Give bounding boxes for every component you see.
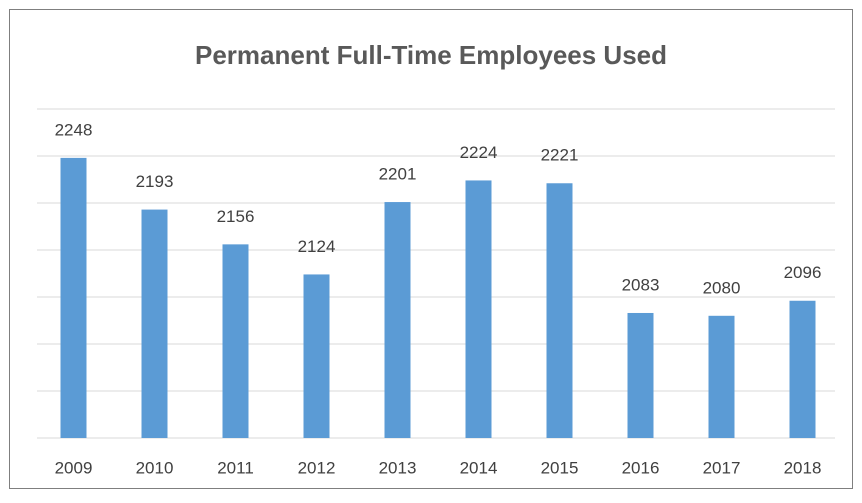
x-tick-label: 2016 bbox=[622, 458, 660, 477]
bar bbox=[222, 244, 249, 438]
data-label: 2193 bbox=[136, 172, 174, 191]
data-label: 2221 bbox=[541, 146, 579, 165]
bar bbox=[303, 274, 330, 438]
x-tick-label: 2018 bbox=[784, 458, 822, 477]
data-label: 2248 bbox=[55, 120, 93, 139]
x-tick-label: 2015 bbox=[541, 458, 579, 477]
bar bbox=[465, 180, 492, 438]
x-tick-label: 2013 bbox=[379, 458, 417, 477]
bar bbox=[60, 157, 87, 438]
bar bbox=[789, 300, 816, 438]
data-label: 2083 bbox=[622, 275, 660, 294]
x-tick-label: 2009 bbox=[55, 458, 93, 477]
data-label: 2096 bbox=[784, 263, 822, 282]
x-tick-label: 2017 bbox=[703, 458, 741, 477]
data-label: 2080 bbox=[703, 278, 741, 297]
data-label: 2124 bbox=[298, 237, 336, 256]
bar bbox=[708, 315, 735, 438]
data-label: 2201 bbox=[379, 165, 417, 184]
chart-title: Permanent Full-Time Employees Used bbox=[195, 40, 667, 70]
data-label: 2156 bbox=[217, 207, 255, 226]
data-label: 2224 bbox=[460, 143, 498, 162]
bar bbox=[384, 202, 411, 438]
bar bbox=[546, 183, 573, 438]
x-tick-label: 2012 bbox=[298, 458, 336, 477]
x-tick-label: 2011 bbox=[217, 458, 254, 477]
bar bbox=[627, 312, 654, 438]
x-tick-label: 2010 bbox=[136, 458, 174, 477]
bar bbox=[141, 209, 168, 438]
x-tick-label: 2014 bbox=[460, 458, 498, 477]
